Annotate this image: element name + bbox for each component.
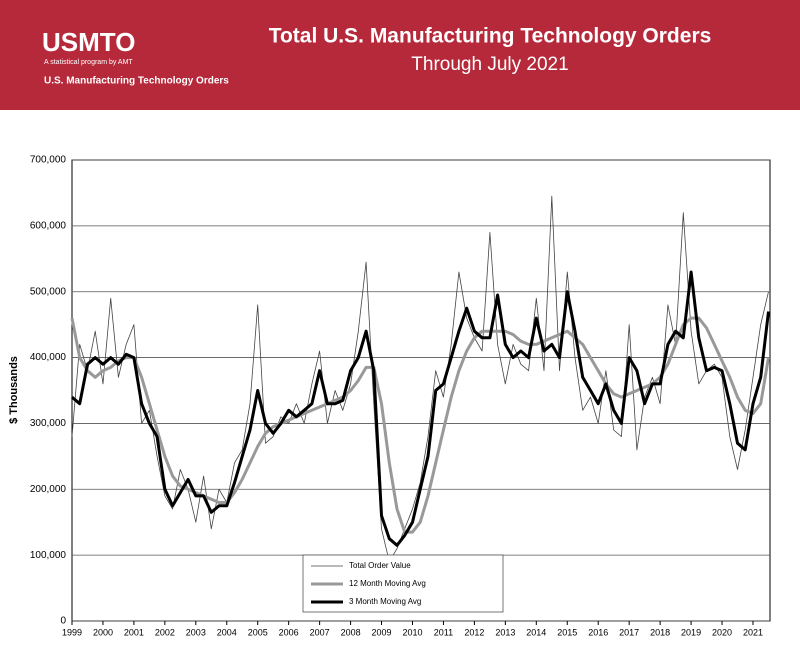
chart-title: Total U.S. Manufacturing Technology Orde… bbox=[269, 25, 712, 48]
x-tick-label: 2003 bbox=[186, 627, 206, 637]
x-tick-label: 2009 bbox=[372, 627, 392, 637]
y-tick-label: 700,000 bbox=[30, 155, 67, 166]
y-tick-label: 600,000 bbox=[30, 220, 67, 231]
x-tick-label: 2002 bbox=[155, 627, 175, 637]
y-tick-label: 200,000 bbox=[30, 484, 67, 495]
y-tick-label: 300,000 bbox=[30, 418, 67, 429]
x-tick-label: 2016 bbox=[588, 627, 608, 637]
x-tick-label: 2017 bbox=[619, 627, 639, 637]
x-tick-label: 2018 bbox=[650, 627, 670, 637]
x-tick-label: 2015 bbox=[557, 627, 577, 637]
legend-label: 12 Month Moving Avg bbox=[349, 579, 426, 588]
plot-area bbox=[71, 159, 771, 622]
y-axis-label: $ Thousands bbox=[8, 356, 20, 424]
x-tick-label: 1999 bbox=[62, 627, 82, 637]
x-tick-label: 2000 bbox=[93, 627, 113, 637]
legend-label: 3 Month Moving Avg bbox=[349, 597, 421, 606]
x-tick-label: 2020 bbox=[712, 627, 732, 637]
x-tick-label: 2010 bbox=[402, 627, 422, 637]
x-tick-label: 2006 bbox=[279, 627, 299, 637]
x-tick-label: 2014 bbox=[526, 627, 546, 637]
x-tick-label: 2012 bbox=[464, 627, 484, 637]
x-tick-label: 2021 bbox=[743, 627, 763, 637]
y-tick-label: 400,000 bbox=[30, 352, 67, 363]
x-tick-label: 2007 bbox=[310, 627, 330, 637]
x-tick-label: 2013 bbox=[495, 627, 515, 637]
logo: USMTO bbox=[42, 27, 135, 57]
plot: 0 100,000 200,000 300,000 400,000 500,000 600,… bbox=[30, 155, 771, 637]
x-tick-label: 2019 bbox=[681, 627, 701, 637]
x-tick-label: 2011 bbox=[434, 627, 453, 637]
x-tick-label: 2001 bbox=[124, 627, 144, 637]
program-name: U.S. Manufacturing Technology Orders bbox=[44, 76, 229, 87]
series-line bbox=[71, 270, 770, 547]
y-tick-label: 0 bbox=[60, 616, 66, 627]
tagline: A statistical program by AMT bbox=[44, 59, 133, 66]
legend-label: Total Order Value bbox=[349, 561, 411, 570]
y-tick-label: 100,000 bbox=[30, 550, 67, 561]
y-tick-label: 500,000 bbox=[30, 286, 67, 297]
x-tick-label: 2004 bbox=[217, 627, 237, 637]
x-tick-label: 2008 bbox=[341, 627, 361, 637]
x-tick-label: 2005 bbox=[248, 627, 268, 637]
header-band bbox=[0, 0, 800, 110]
chart-subtitle: Through July 2021 bbox=[411, 54, 568, 75]
